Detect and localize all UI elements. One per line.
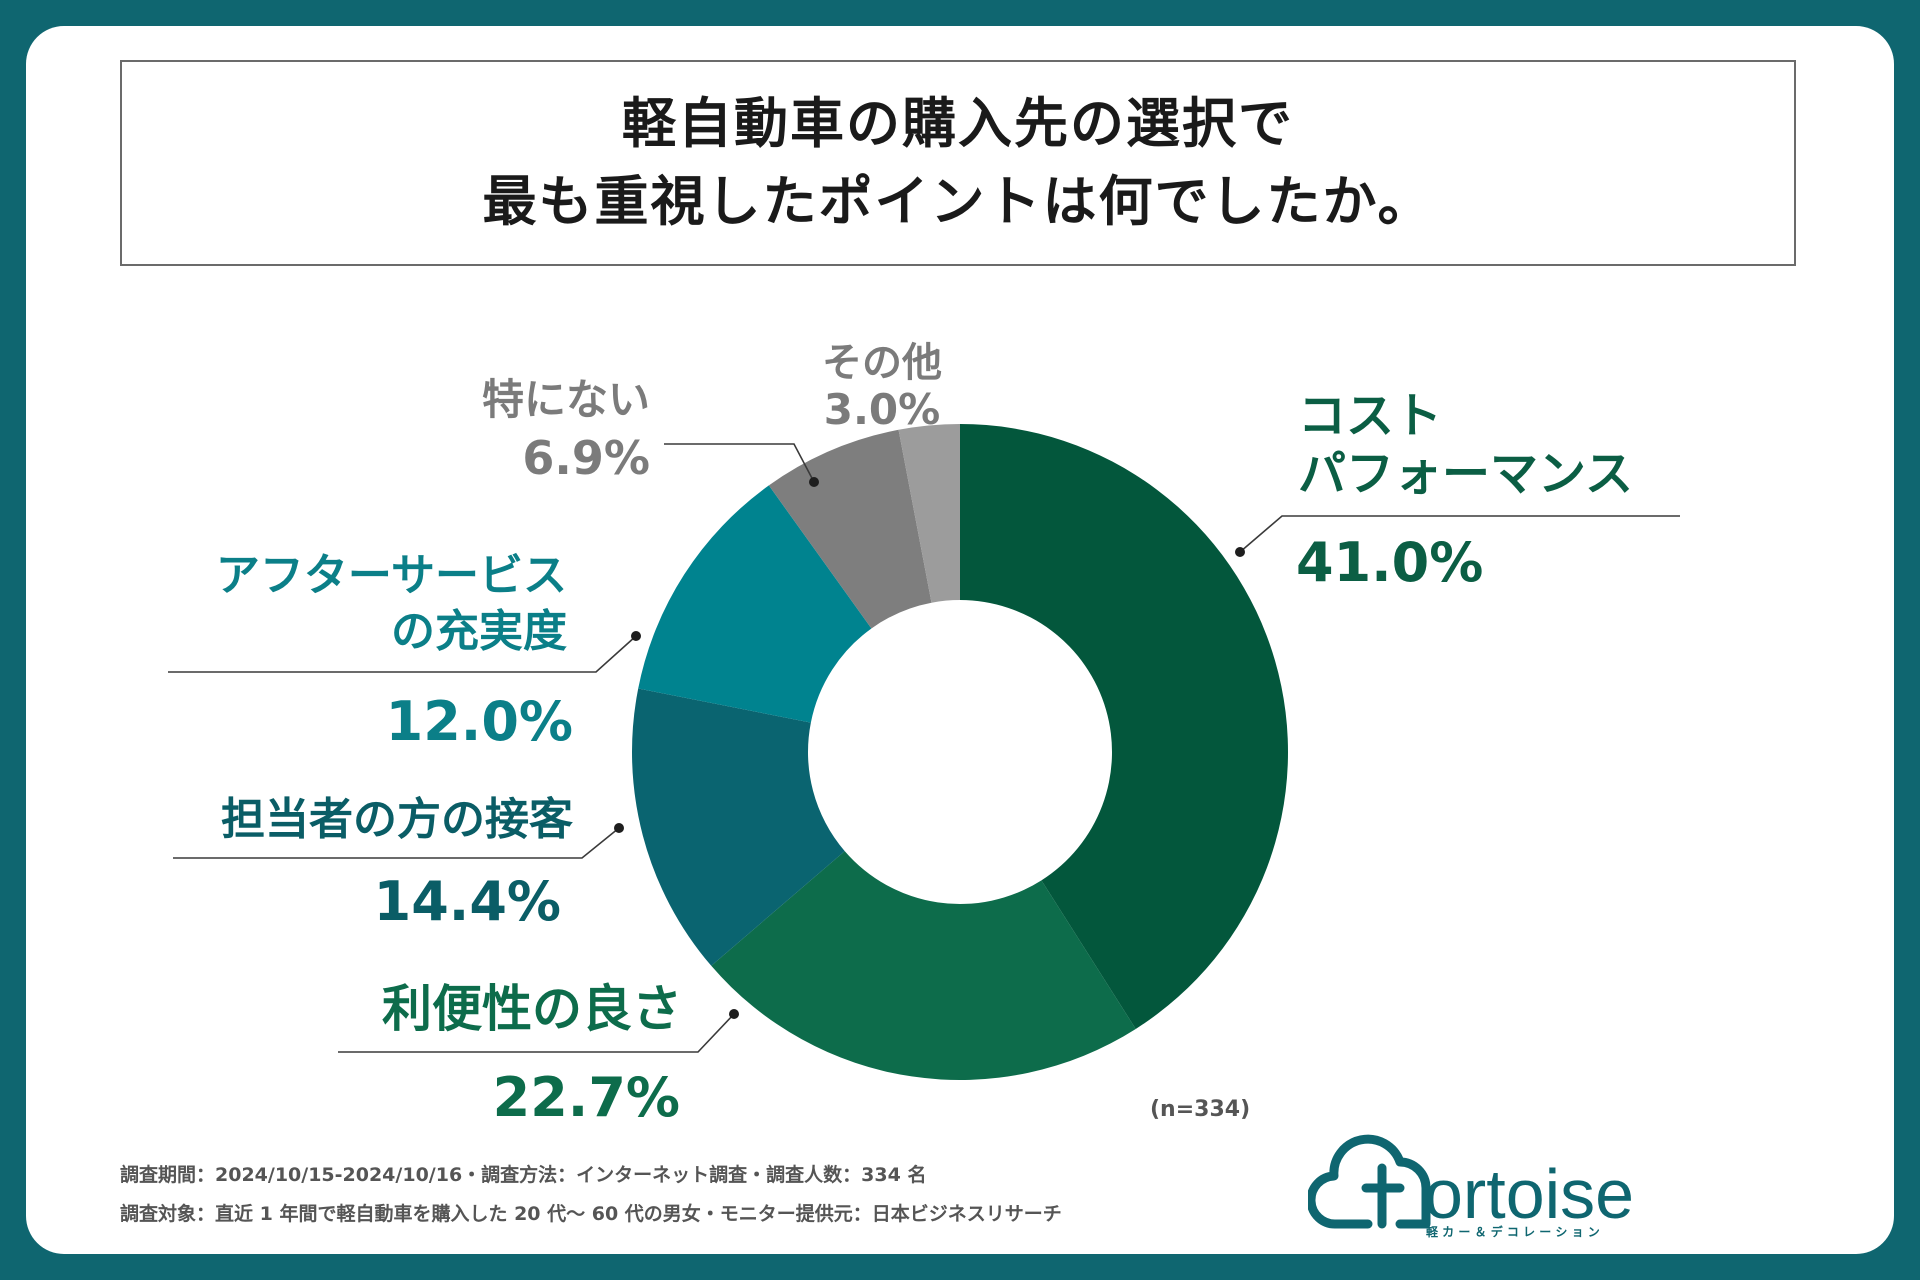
leader-dot-4 (809, 477, 819, 487)
label-group-nothing-particular: 特にない 6.9% (482, 375, 650, 485)
sample-size: (n=334) (1150, 1097, 1251, 1122)
leader-lines (168, 443, 1680, 1053)
donut-slice-4 (768, 429, 932, 629)
value-cost-performance: 41.0% (1296, 531, 1483, 594)
leader-dot-1 (729, 1009, 739, 1019)
leader-line-1 (338, 1013, 735, 1053)
label-nothing-particular: 特にない (482, 375, 650, 424)
donut-slice-5 (898, 424, 960, 603)
cloud-t-icon (1308, 1134, 1431, 1229)
label-group-cost-performance: コスト パフォーマンス 41.0% (1296, 388, 1633, 594)
label-convenience: 利便性の良さ (382, 980, 682, 1038)
value-staff-service: 14.4% (374, 870, 561, 933)
label-group-staff-service: 担当者の方の接客 14.4% (221, 794, 573, 933)
leader-line-0 (1239, 515, 1680, 553)
label-other: その他 (822, 340, 942, 386)
leader-line-4 (664, 443, 815, 483)
label-group-convenience: 利便性の良さ 22.7% (382, 980, 682, 1129)
label-cost-performance-line1: コスト (1298, 388, 1442, 444)
label-after-service-line2: の充実度 (391, 606, 567, 657)
label-cost-performance-line2: パフォーマンス (1298, 446, 1633, 502)
title-box: 軽自動車の購入先の選択で 最も重視したポイントは何でしたか。 (120, 60, 1796, 266)
tortoise-logo: ortoise 軽 カ ー ＆ デ コ レ ー シ ョ ン (1308, 1134, 1634, 1238)
label-staff-service: 担当者の方の接客 (221, 794, 573, 845)
value-after-service: 12.0% (386, 690, 573, 753)
value-convenience: 22.7% (493, 1066, 680, 1129)
leader-line-3 (168, 635, 637, 673)
donut-slices (632, 424, 1288, 1080)
title-line-2: 最も重視したポイントは何でしたか。 (482, 170, 1434, 233)
value-nothing-particular: 6.9% (522, 431, 650, 485)
donut-slice-3 (638, 485, 872, 723)
logo-tagline: 軽 カ ー ＆ デ コ レ ー シ ョ ン (1426, 1224, 1600, 1238)
leader-dot-0 (1235, 547, 1245, 557)
leader-dot-3 (631, 631, 641, 641)
footnote-survey-target: 調査対象：直近 1 年間で軽自動車を購入した 20 代〜 60 代の男女・モニタ… (120, 1203, 1062, 1225)
label-after-service-line1: アフターサービス (216, 550, 567, 601)
value-other: 3.0% (824, 385, 940, 434)
label-group-after-service: アフターサービス の充実度 12.0% (216, 550, 573, 753)
logo-wordmark: ortoise (1424, 1155, 1634, 1233)
label-group-other: その他 3.0% (822, 340, 942, 434)
leader-line-2 (173, 827, 620, 859)
title-line-1: 軽自動車の購入先の選択で (622, 92, 1294, 155)
leader-dot-2 (614, 823, 624, 833)
donut-slice-1 (711, 851, 1136, 1080)
donut-slice-0 (960, 424, 1288, 1029)
footnote-survey-period: 調査期間：2024/10/15-2024/10/16・調査方法：インターネット調… (120, 1164, 927, 1186)
donut-slice-2 (632, 688, 845, 966)
